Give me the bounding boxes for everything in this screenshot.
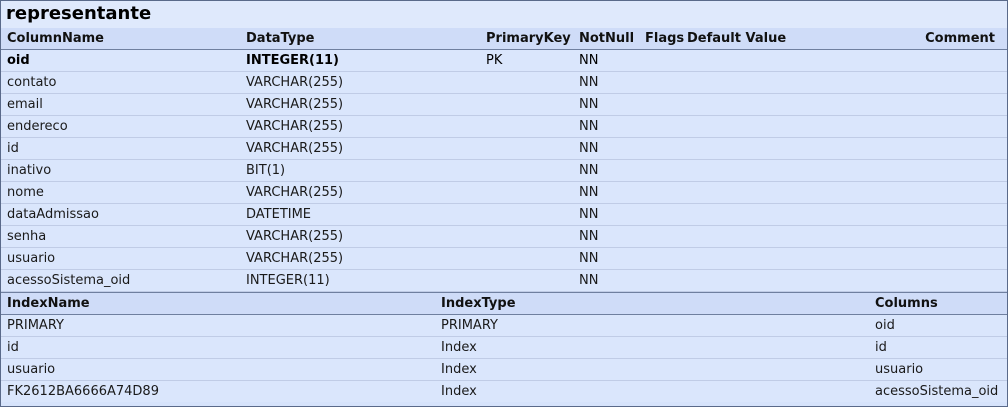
table-row: inativo BIT(1) NN bbox=[1, 160, 1007, 182]
column-nn: NN bbox=[579, 53, 599, 68]
indexes-header-row: IndexName IndexType Columns bbox=[1, 292, 1007, 315]
column-name: dataAdmissao bbox=[7, 207, 99, 222]
header-column-name: ColumnName bbox=[7, 31, 104, 46]
column-name: endereco bbox=[7, 119, 68, 134]
column-nn: NN bbox=[579, 273, 599, 288]
index-row: id Index id bbox=[1, 337, 1007, 359]
column-nn: NN bbox=[579, 119, 599, 134]
column-nn: NN bbox=[579, 207, 599, 222]
table-row: nome VARCHAR(255) NN bbox=[1, 182, 1007, 204]
index-columns: id bbox=[875, 340, 887, 355]
index-type: Index bbox=[441, 340, 477, 355]
column-pk: PK bbox=[486, 53, 503, 68]
index-row: PRIMARY PRIMARY oid bbox=[1, 315, 1007, 337]
table-title: representante bbox=[1, 1, 1007, 28]
column-name: inativo bbox=[7, 163, 52, 178]
table-row: usuario VARCHAR(255) NN bbox=[1, 248, 1007, 270]
column-name: id bbox=[7, 141, 19, 156]
column-name: oid bbox=[7, 53, 30, 68]
header-index-name: IndexName bbox=[7, 296, 90, 311]
column-nn: NN bbox=[579, 185, 599, 200]
column-type: INTEGER(11) bbox=[246, 273, 330, 288]
column-type: VARCHAR(255) bbox=[246, 75, 344, 90]
index-name: usuario bbox=[7, 362, 56, 377]
column-type: VARCHAR(255) bbox=[246, 251, 344, 266]
column-name: contato bbox=[7, 75, 57, 90]
column-name: senha bbox=[7, 229, 47, 244]
column-type: BIT(1) bbox=[246, 163, 286, 178]
column-nn: NN bbox=[579, 141, 599, 156]
column-type: VARCHAR(255) bbox=[246, 229, 344, 244]
index-row: FK2612BA6666A74D89 Index acessoSistema_o… bbox=[1, 381, 1007, 402]
table-row: acessoSistema_oid INTEGER(11) NN bbox=[1, 270, 1007, 292]
table-row: oid INTEGER(11) PK NN bbox=[1, 50, 1007, 72]
column-name: email bbox=[7, 97, 43, 112]
index-type: Index bbox=[441, 384, 477, 399]
table-row: senha VARCHAR(255) NN bbox=[1, 226, 1007, 248]
header-default-value: Default Value bbox=[687, 31, 787, 46]
column-type: VARCHAR(255) bbox=[246, 119, 344, 134]
column-name: nome bbox=[7, 185, 44, 200]
column-type: VARCHAR(255) bbox=[246, 185, 344, 200]
table-row: endereco VARCHAR(255) NN bbox=[1, 116, 1007, 138]
column-nn: NN bbox=[579, 75, 599, 90]
index-name: PRIMARY bbox=[7, 318, 64, 333]
table-row: email VARCHAR(255) NN bbox=[1, 94, 1007, 116]
header-not-null: NotNull bbox=[579, 31, 635, 46]
column-name: acessoSistema_oid bbox=[7, 273, 131, 288]
column-name: usuario bbox=[7, 251, 56, 266]
index-name: FK2612BA6666A74D89 bbox=[7, 384, 159, 399]
header-primary-key: PrimaryKey bbox=[486, 31, 571, 46]
index-row: usuario Index usuario bbox=[1, 359, 1007, 381]
index-type: Index bbox=[441, 362, 477, 377]
columns-header-row: ColumnName DataType PrimaryKey NotNull F… bbox=[1, 28, 1007, 50]
column-nn: NN bbox=[579, 163, 599, 178]
header-index-columns: Columns bbox=[875, 296, 938, 311]
index-columns: usuario bbox=[875, 362, 924, 377]
column-nn: NN bbox=[579, 251, 599, 266]
index-name: id bbox=[7, 340, 19, 355]
index-columns: oid bbox=[875, 318, 895, 333]
header-index-type: IndexType bbox=[441, 296, 516, 311]
column-type: DATETIME bbox=[246, 207, 312, 222]
index-type: PRIMARY bbox=[441, 318, 498, 333]
table-row: contato VARCHAR(255) NN bbox=[1, 72, 1007, 94]
index-columns: acessoSistema_oid bbox=[875, 384, 999, 399]
table-row: dataAdmissao DATETIME NN bbox=[1, 204, 1007, 226]
column-nn: NN bbox=[579, 229, 599, 244]
header-flags: Flags bbox=[645, 31, 685, 46]
column-type: INTEGER(11) bbox=[246, 53, 339, 68]
column-nn: NN bbox=[579, 97, 599, 112]
header-comment: Comment bbox=[925, 31, 995, 46]
column-type: VARCHAR(255) bbox=[246, 141, 344, 156]
header-data-type: DataType bbox=[246, 31, 315, 46]
table-row: id VARCHAR(255) NN bbox=[1, 138, 1007, 160]
column-type: VARCHAR(255) bbox=[246, 97, 344, 112]
